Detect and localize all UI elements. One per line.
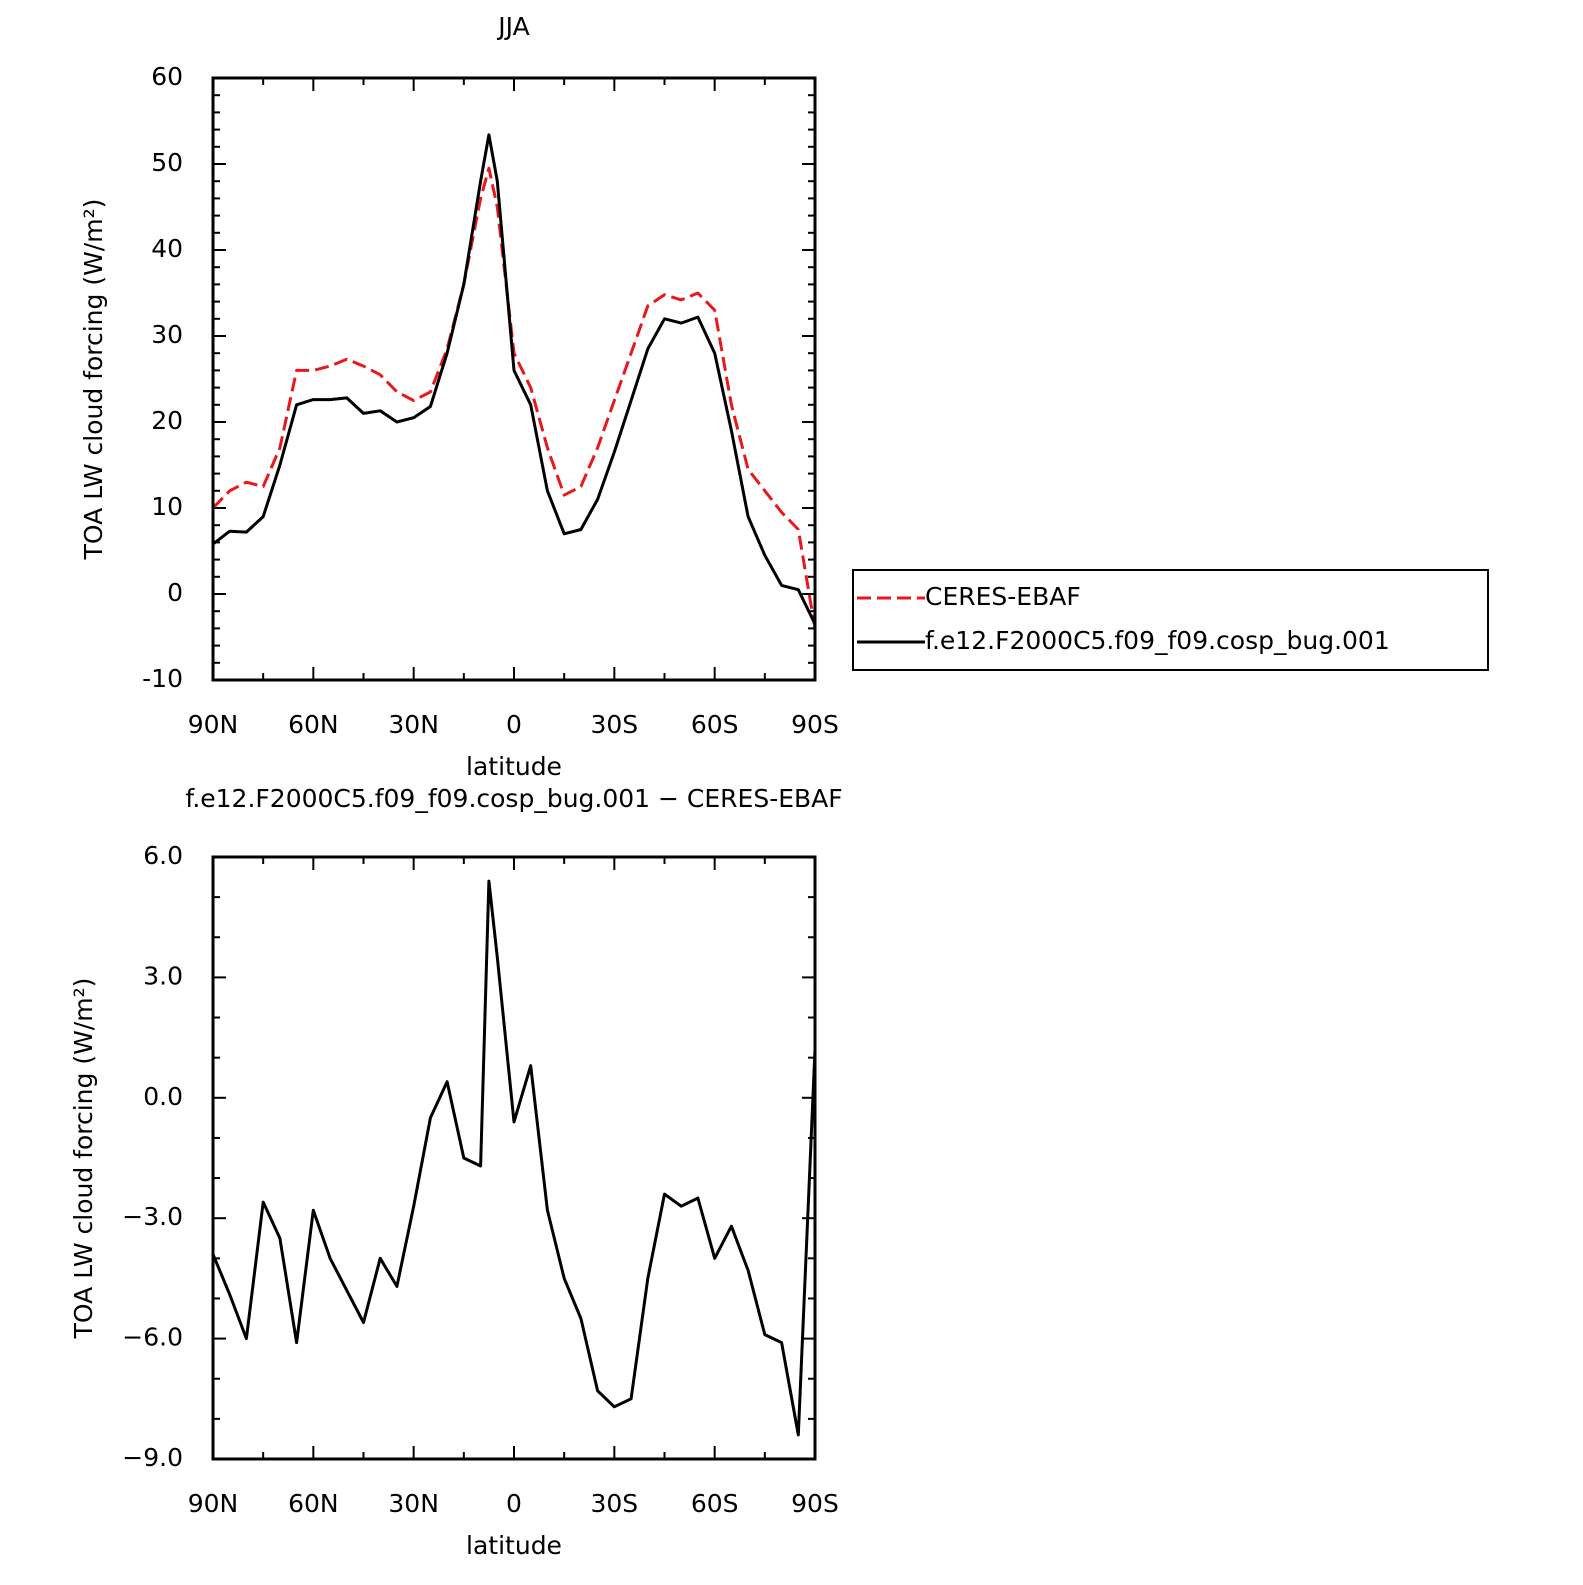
x-tick-label: 30S — [590, 710, 638, 739]
x-tick-label: 90N — [188, 710, 239, 739]
y-tick-label: -10 — [142, 664, 183, 693]
legend-box — [852, 569, 1489, 671]
data-line — [212, 133, 817, 625]
data-line — [211, 879, 817, 1437]
y-tick-label: 0.0 — [143, 1082, 183, 1111]
x-tick-label: 90S — [791, 710, 839, 739]
chart-title: f.e12.F2000C5.f09_f09.cosp_bug.001 − CER… — [185, 784, 842, 813]
chart-title: JJA — [496, 12, 529, 41]
x-tick-label: 30N — [388, 1489, 439, 1518]
y-tick-label: 50 — [151, 148, 183, 177]
x-tick-label: 60S — [691, 710, 739, 739]
y-tick-label: −9.0 — [122, 1443, 183, 1472]
x-tick-label: 30S — [590, 1489, 638, 1518]
plot-frame — [211, 76, 817, 682]
plot-frame — [211, 855, 817, 1461]
y-tick-label: 40 — [151, 234, 183, 263]
y-tick-label: −3.0 — [122, 1202, 183, 1231]
x-tick-label: 0 — [506, 710, 522, 739]
data-line — [211, 166, 817, 629]
y-tick-label: 10 — [151, 492, 183, 521]
y-tick-label: 6.0 — [143, 841, 183, 870]
x-axis-label: latitude — [466, 1531, 562, 1560]
y-tick-label: 20 — [151, 406, 183, 435]
x-tick-label: 0 — [506, 1489, 522, 1518]
legend-label: f.e12.F2000C5.f09_f09.cosp_bug.001 — [925, 626, 1390, 655]
x-tick-label: 90S — [791, 1489, 839, 1518]
legend-label: CERES-EBAF — [925, 582, 1081, 611]
y-tick-label: −6.0 — [122, 1323, 183, 1352]
x-tick-label: 60N — [288, 1489, 339, 1518]
x-tick-label: 60N — [288, 710, 339, 739]
x-tick-label: 60S — [691, 1489, 739, 1518]
x-tick-label: 90N — [188, 1489, 239, 1518]
y-tick-label: 30 — [151, 320, 183, 349]
y-tick-label: 3.0 — [143, 961, 183, 990]
x-axis-label: latitude — [466, 752, 562, 781]
y-axis-label: TOA LW cloud forcing (W/m²) — [69, 978, 98, 1340]
y-axis-label: TOA LW cloud forcing (W/m²) — [79, 199, 108, 561]
x-tick-label: 30N — [388, 710, 439, 739]
y-tick-label: 0 — [167, 578, 183, 607]
y-tick-label: 60 — [151, 62, 183, 91]
